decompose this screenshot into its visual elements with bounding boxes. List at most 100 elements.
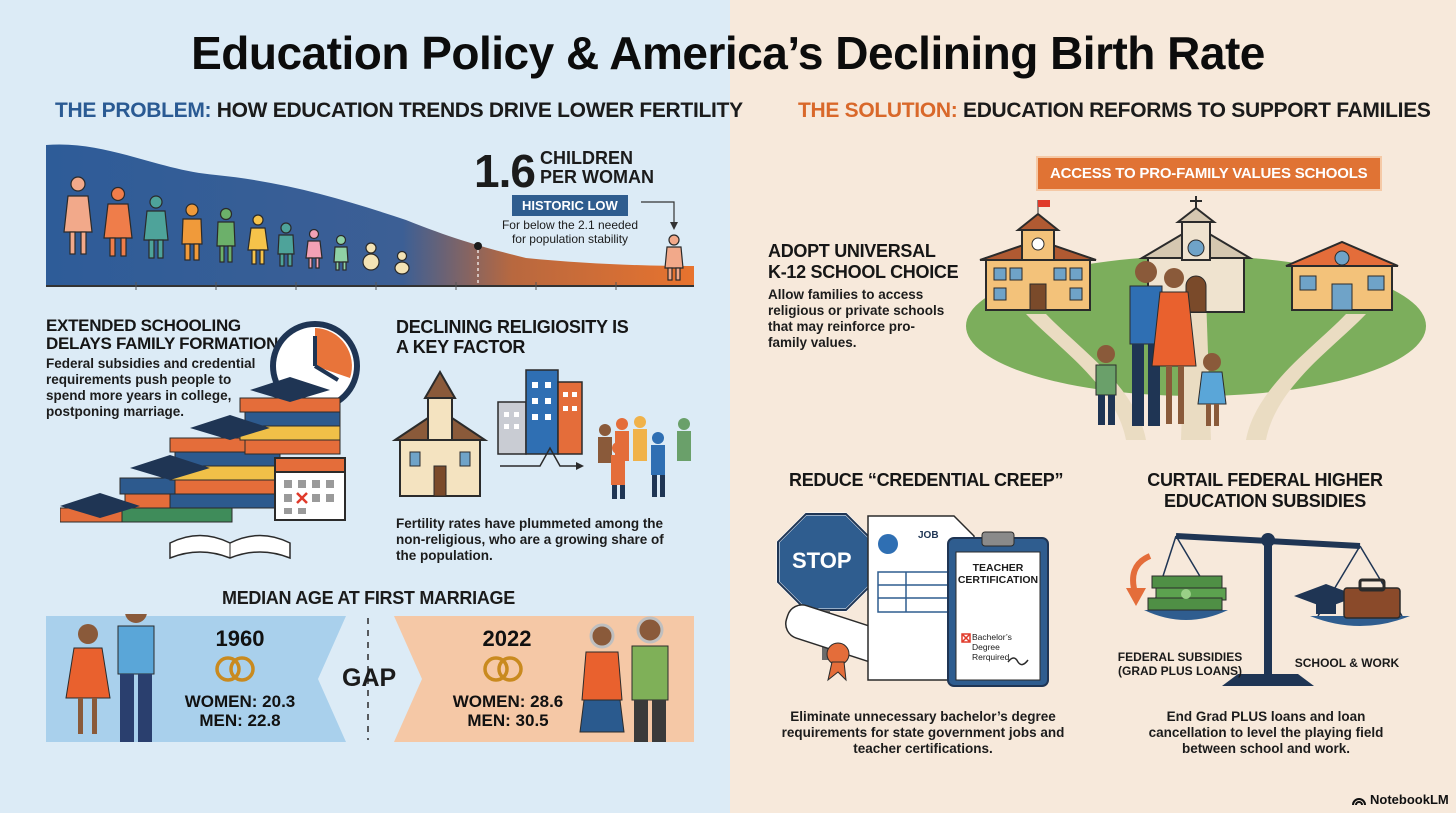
marriage-1960-stats: WOMEN: 20.3 MEN: 22.8 xyxy=(170,692,310,730)
marriage-comparison-graphic xyxy=(46,614,694,742)
fertility-unit-line2: PER WOMAN xyxy=(540,167,654,187)
couple-1960-icon xyxy=(65,614,155,742)
marriage-1960-year: 1960 xyxy=(215,626,265,651)
religiosity-illustration xyxy=(391,369,691,499)
cert-requirement: Bachelor’s Degree Rerquired xyxy=(972,632,1012,662)
path-left xyxy=(1026,314,1146,440)
credential-body: Eliminate unnecessary bachelor’s degree … xyxy=(781,709,1065,756)
person-icon xyxy=(305,228,323,269)
rings-1960-icon xyxy=(215,656,255,682)
stop-sign-label: STOP xyxy=(792,548,852,573)
solution-keyword: THE SOLUTION: xyxy=(798,99,958,122)
marriage-2022-men: MEN: 30.5 xyxy=(467,711,549,730)
person-icon xyxy=(277,222,295,267)
axis-ticks xyxy=(135,282,617,290)
subsidy-body: End Grad PLUS loans and loan cancellatio… xyxy=(1148,709,1384,756)
school-building-right-icon xyxy=(1285,240,1399,311)
family-icon xyxy=(1095,261,1227,426)
scale-left-label-line1: FEDERAL SUBSIDIES xyxy=(1117,650,1243,664)
person-icon xyxy=(181,203,203,261)
decline-area xyxy=(46,144,694,286)
pointer-arrow xyxy=(641,201,675,226)
solution-heading-text: EDUCATION REFORMS TO SUPPORT FAMILIES xyxy=(962,99,1431,122)
stability-note-line1: For below the 2.1 needed xyxy=(501,218,639,232)
graduation-cap-icon xyxy=(60,377,330,518)
couple-2022-icon xyxy=(579,616,669,742)
subsidy-title-line1: CURTAIL FEDERAL HIGHER xyxy=(1147,470,1383,490)
arrow-head-icon xyxy=(1126,588,1146,606)
school-building-left-icon xyxy=(979,200,1097,311)
problem-keyword: THE PROBLEM: xyxy=(55,99,212,122)
graduation-cap-icon xyxy=(1294,584,1358,614)
person-icon xyxy=(63,176,93,255)
problem-heading-text: HOW EDUCATION TRENDS DRIVE LOWER FERTILI… xyxy=(216,99,743,122)
fertility-number: 1.6 xyxy=(474,145,536,197)
calendar-icon xyxy=(274,457,346,521)
school-choice-body: Allow families to access religious or pr… xyxy=(768,287,945,350)
briefcase-icon xyxy=(1343,578,1401,619)
subsidy-title-line2: EDUCATION SUBSIDIES xyxy=(1164,491,1366,511)
fertility-unit: CHILDREN PER WOMAN xyxy=(540,149,654,187)
notebooklm-logo: NotebookLM xyxy=(1352,792,1449,807)
path-right xyxy=(1246,314,1366,440)
problem-heading: THE PROBLEM: HOW EDUCATION TRENDS DRIVE … xyxy=(55,99,743,123)
marriage-1960-women: WOMEN: 20.3 xyxy=(184,692,296,711)
schooling-title-line2: DELAYS FAMILY FORMATION xyxy=(46,334,279,353)
scale-left-label-line2: (GRAD PLUS LOANS) xyxy=(1118,664,1242,678)
marriage-1960-men: MEN: 22.8 xyxy=(199,711,281,730)
pro-family-schools-banner: ACCESS TO PRO-FAMILY VALUES SCHOOLS xyxy=(1036,156,1382,191)
school-choice-title-line2: K-12 SCHOOL CHOICE xyxy=(768,262,959,282)
arrow-head-icon xyxy=(670,222,678,230)
stability-note-line2: for population stability xyxy=(511,232,629,246)
cert-title: TEACHER CERTIFICATION xyxy=(956,562,1040,586)
person-icon xyxy=(216,207,236,263)
money-stack-icon xyxy=(1147,575,1227,611)
church-school-icon xyxy=(1138,196,1254,313)
church-icon xyxy=(391,369,489,497)
gap-label: GAP xyxy=(342,664,397,692)
subsidy-title: CURTAIL FEDERAL HIGHER EDUCATION SUBSIDI… xyxy=(1130,470,1400,512)
solution-heading: THE SOLUTION: EDUCATION REFORMS TO SUPPO… xyxy=(798,99,1431,123)
person-icon xyxy=(103,186,133,257)
solution-panel xyxy=(730,0,1456,813)
teacher-certification-clipboard-icon xyxy=(947,531,1049,687)
cert-title-line2: CERTIFICATION xyxy=(957,574,1039,586)
credential-title: REDUCE “CREDENTIAL CREEP” xyxy=(789,470,1064,490)
person-icon xyxy=(143,195,169,259)
books-clock-illustration xyxy=(60,321,360,560)
brand-label: NotebookLM xyxy=(1370,792,1449,807)
open-book-icon xyxy=(169,534,291,560)
schooling-title: EXTENDED SCHOOLING DELAYS FAMILY FORMATI… xyxy=(46,317,278,353)
religion-title-line2: A KEY FACTOR xyxy=(396,337,526,357)
crowd-icon xyxy=(598,416,691,499)
page-title: Education Policy & America’s Declining B… xyxy=(191,27,1265,79)
marriage-2022-year: 2022 xyxy=(482,626,532,651)
fertility-unit-line1: CHILDREN xyxy=(540,148,633,168)
religion-body: Fertility rates have plummeted among the… xyxy=(396,516,664,563)
scale-left-label: FEDERAL SUBSIDIES (GRAD PLUS LOANS) xyxy=(1110,650,1250,678)
stability-note: For below the 2.1 needed for population … xyxy=(500,218,640,246)
schooling-body: Federal subsidies and credential require… xyxy=(46,356,256,419)
person-icon xyxy=(247,214,269,265)
religion-title: DECLINING RELIGIOSITY IS A KEY FACTOR xyxy=(396,317,629,357)
city-buildings-icon xyxy=(497,369,583,455)
marriage-2022-women: WOMEN: 28.6 xyxy=(452,692,564,711)
job-label: JOB xyxy=(918,530,939,541)
arrow-head-icon xyxy=(576,462,584,470)
fertility-decline-graphic xyxy=(46,144,694,290)
person-icon xyxy=(394,250,410,275)
scale-right-label: SCHOOL & WORK xyxy=(1294,656,1400,670)
notebooklm-icon xyxy=(1352,797,1366,805)
school-choice-title: ADOPT UNIVERSAL K-12 SCHOOL CHOICE xyxy=(768,241,959,283)
rings-2022-icon xyxy=(483,656,523,682)
credential-illustration xyxy=(776,512,1049,687)
schooling-title-line1: EXTENDED SCHOOLING xyxy=(46,316,241,335)
marker-dot xyxy=(474,242,482,250)
cert-title-line1: TEACHER xyxy=(972,562,1024,574)
marriage-2022-stats: WOMEN: 28.6 MEN: 30.5 xyxy=(438,692,578,730)
people-row xyxy=(63,176,684,281)
marriage-title: MEDIAN AGE AT FIRST MARRIAGE xyxy=(222,588,515,608)
school-choice-title-line1: ADOPT UNIVERSAL xyxy=(768,241,936,261)
person-icon xyxy=(664,234,684,281)
historic-low-badge: HISTORIC LOW xyxy=(512,195,628,216)
